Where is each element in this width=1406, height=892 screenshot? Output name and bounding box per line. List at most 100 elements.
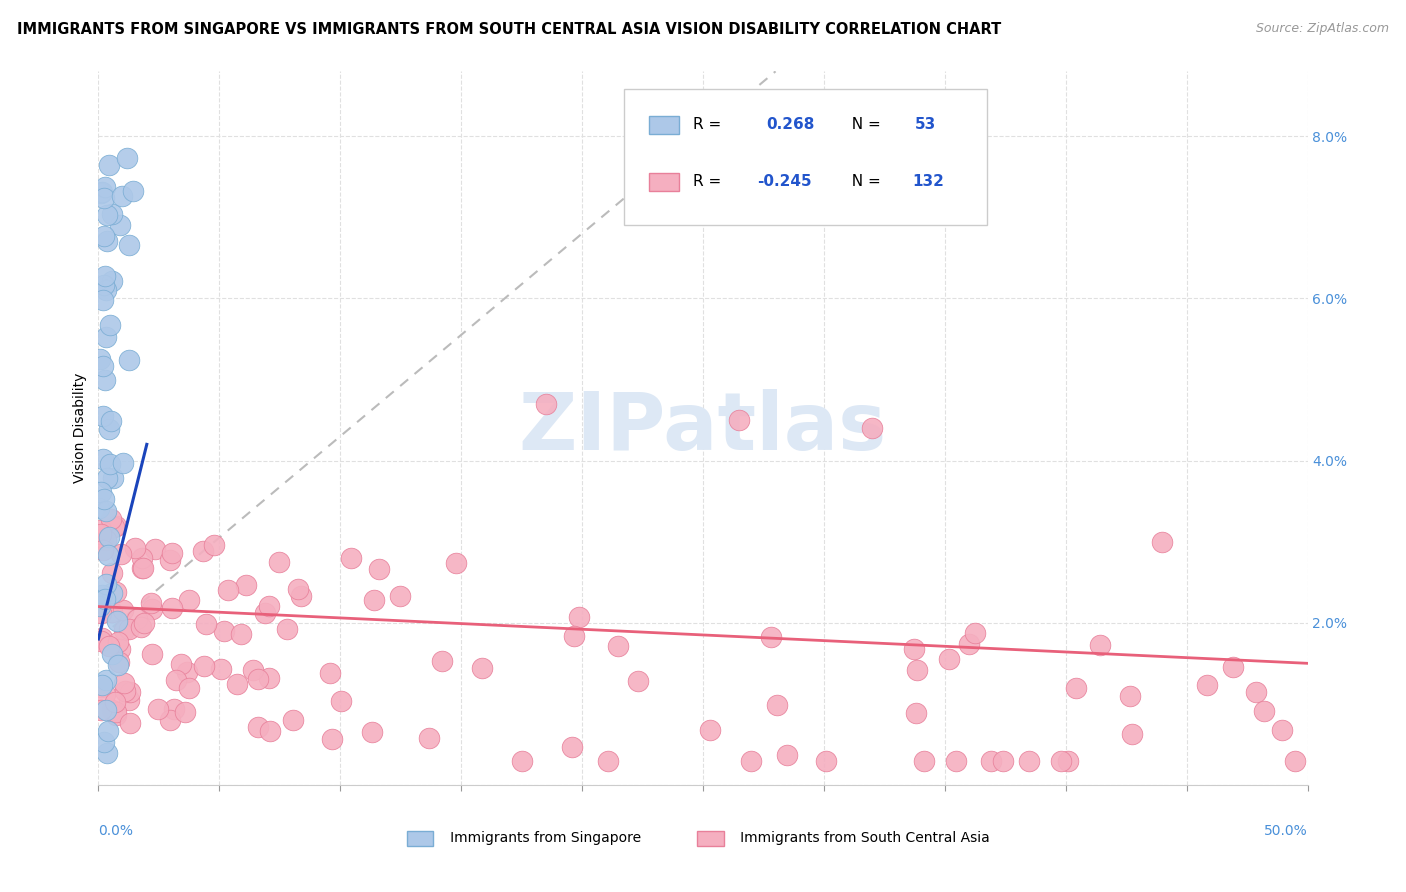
Point [90, 186, 112, 200]
Text: 50.0%: 50.0% [1264, 824, 1308, 838]
Point [177, 593, 200, 607]
Point [111, 603, 134, 617]
Point [105, 615, 128, 629]
Point [430, 654, 453, 668]
Point [89, 501, 111, 516]
Point [330, 694, 353, 708]
Bar [648, 173, 679, 191]
Point [759, 631, 782, 645]
Point [281, 713, 304, 727]
Point [111, 456, 134, 470]
Point [1018, 754, 1040, 768]
Text: -0.245: -0.245 [758, 175, 813, 189]
Point [121, 184, 143, 198]
Point [225, 677, 247, 691]
Point [607, 639, 630, 653]
Point [165, 673, 187, 687]
Point [100, 586, 122, 600]
Point [118, 237, 141, 252]
Point [564, 629, 586, 643]
Point [96, 673, 118, 688]
Point [159, 552, 181, 566]
Point [94, 504, 117, 518]
Bar [697, 830, 724, 847]
Point [257, 599, 280, 613]
Point [96, 471, 118, 485]
Point [1222, 660, 1244, 674]
Text: 0.268: 0.268 [766, 118, 814, 132]
Point [627, 674, 650, 689]
Point [91, 409, 114, 423]
Point [814, 754, 837, 768]
Point [957, 637, 980, 651]
Point [267, 555, 290, 569]
Point [101, 207, 124, 221]
Point [945, 754, 967, 768]
Point [776, 747, 799, 762]
Point [94, 330, 117, 344]
Point [112, 624, 135, 638]
Point [534, 397, 557, 411]
Point [129, 620, 152, 634]
Text: N =: N = [842, 118, 890, 132]
Text: Immigrants from South Central Asia: Immigrants from South Central Asia [727, 831, 990, 846]
FancyBboxPatch shape [624, 89, 987, 225]
Point [96, 746, 118, 760]
Point [117, 151, 139, 165]
Point [98, 457, 121, 471]
Point [162, 546, 184, 560]
Point [740, 754, 762, 768]
Point [89, 599, 111, 614]
Point [93, 191, 115, 205]
Point [134, 616, 156, 631]
Point [160, 600, 183, 615]
Point [105, 584, 128, 599]
Point [90, 523, 112, 537]
Point [173, 705, 195, 719]
Bar [648, 116, 679, 134]
Point [94, 702, 117, 716]
Point [103, 520, 125, 534]
Point [1121, 727, 1143, 741]
Point [596, 754, 619, 768]
Point [93, 277, 115, 292]
Point [105, 708, 128, 723]
Point [118, 622, 141, 636]
Point [93, 492, 115, 507]
Point [90, 634, 112, 648]
Point [471, 661, 494, 675]
Point [94, 180, 117, 194]
Point [363, 593, 385, 607]
Point [191, 544, 214, 558]
Point [118, 693, 141, 707]
Point [93, 735, 115, 749]
Point [94, 269, 117, 284]
Point [131, 560, 153, 574]
Point [91, 542, 114, 557]
Point [209, 662, 232, 676]
Point [146, 702, 169, 716]
Point [1271, 723, 1294, 737]
Point [253, 606, 276, 620]
Point [108, 642, 131, 657]
Point [91, 588, 114, 602]
Text: ZIPatlas: ZIPatlas [519, 389, 887, 467]
Point [276, 622, 298, 636]
Point [94, 686, 117, 700]
Point [1244, 685, 1267, 699]
Point [105, 705, 128, 719]
Point [91, 531, 114, 545]
Text: R =: R = [693, 175, 727, 189]
Point [90, 533, 112, 547]
Point [108, 219, 131, 233]
Point [90, 526, 112, 541]
Point [108, 655, 131, 669]
Point [131, 551, 153, 566]
Point [1088, 639, 1111, 653]
Point [94, 533, 117, 548]
Point [100, 512, 122, 526]
Point [90, 680, 112, 694]
Point [418, 731, 440, 745]
Point [94, 591, 117, 606]
Point [242, 664, 264, 678]
